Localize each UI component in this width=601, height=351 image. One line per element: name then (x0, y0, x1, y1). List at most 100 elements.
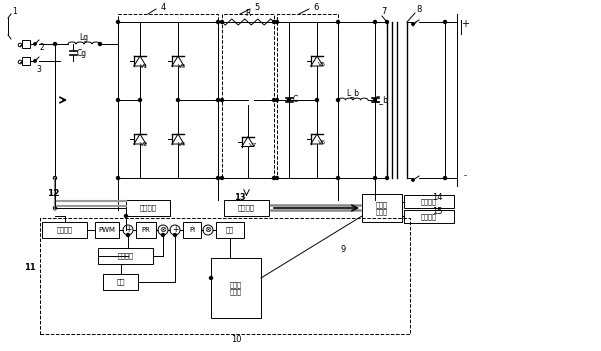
Text: 11: 11 (24, 264, 36, 272)
Text: 反馈系数: 反馈系数 (118, 253, 133, 259)
Text: 电流检测: 电流检测 (139, 205, 156, 211)
Bar (222, 14, 274, 178)
Circle shape (444, 20, 447, 24)
Text: -: - (463, 172, 466, 180)
Text: 给定: 给定 (226, 227, 234, 233)
Text: 3: 3 (36, 66, 41, 74)
Circle shape (126, 233, 129, 237)
Bar (98, 248, 153, 264)
Circle shape (221, 99, 224, 101)
Circle shape (272, 20, 275, 24)
Text: 电压检测: 电压检测 (238, 205, 255, 211)
Bar (22, 57, 30, 65)
Circle shape (216, 20, 219, 24)
Circle shape (275, 20, 278, 24)
Bar (126, 200, 170, 216)
Text: V1: V1 (140, 64, 148, 68)
Bar (362, 194, 402, 222)
Circle shape (53, 206, 56, 210)
Circle shape (53, 177, 56, 179)
Text: 15: 15 (432, 207, 442, 217)
Circle shape (337, 177, 340, 179)
Circle shape (373, 20, 376, 24)
Circle shape (287, 99, 290, 101)
Text: V3: V3 (178, 64, 186, 68)
Bar (211, 258, 261, 318)
Circle shape (272, 177, 275, 179)
Circle shape (373, 177, 376, 179)
Circle shape (210, 277, 213, 279)
Circle shape (316, 99, 319, 101)
Circle shape (117, 20, 120, 24)
Text: 锁相: 锁相 (116, 279, 125, 285)
Text: 2: 2 (40, 44, 44, 53)
Text: PWM: PWM (99, 227, 115, 233)
Circle shape (444, 177, 447, 179)
Text: PI: PI (189, 227, 195, 233)
Circle shape (373, 99, 376, 101)
Text: 电流检测: 电流检测 (421, 213, 437, 220)
Text: 14: 14 (432, 192, 442, 201)
Text: 6: 6 (313, 4, 319, 13)
Bar (183, 222, 201, 238)
Text: +: + (125, 225, 131, 234)
Circle shape (385, 177, 388, 179)
Circle shape (117, 99, 120, 101)
Circle shape (221, 20, 224, 24)
Text: 电网侧
控制器: 电网侧 控制器 (230, 281, 242, 295)
Circle shape (385, 20, 388, 24)
Text: 9: 9 (340, 245, 346, 254)
Bar (277, 14, 338, 178)
Text: 12: 12 (47, 188, 59, 198)
Text: 7: 7 (381, 7, 386, 16)
Text: PR: PR (142, 227, 150, 233)
Circle shape (53, 42, 56, 46)
Text: C: C (292, 95, 297, 105)
Text: R: R (245, 9, 251, 19)
Text: 10: 10 (231, 335, 241, 344)
Text: V6: V6 (318, 139, 326, 145)
Circle shape (124, 214, 127, 218)
Circle shape (216, 99, 219, 101)
Text: 8: 8 (416, 6, 422, 14)
Circle shape (221, 177, 224, 179)
Text: ⊗: ⊗ (159, 225, 166, 234)
Circle shape (412, 23, 414, 25)
Bar (95, 222, 119, 238)
Circle shape (138, 99, 141, 101)
Text: V2: V2 (140, 141, 148, 146)
Text: Cg: Cg (77, 48, 87, 58)
Bar (404, 195, 454, 208)
Text: C_b: C_b (375, 95, 389, 105)
Bar (136, 222, 156, 238)
Circle shape (34, 43, 36, 45)
Bar (216, 222, 244, 238)
Bar (22, 40, 30, 48)
Circle shape (34, 60, 36, 62)
Circle shape (337, 99, 340, 101)
Text: 5: 5 (254, 4, 260, 13)
Circle shape (162, 233, 165, 237)
Text: 1: 1 (13, 7, 17, 16)
Text: +: + (461, 19, 469, 29)
Text: L_b: L_b (347, 88, 359, 98)
Bar (118, 14, 218, 178)
Bar (42, 222, 87, 238)
Circle shape (216, 177, 219, 179)
Circle shape (272, 99, 275, 101)
Circle shape (412, 179, 414, 181)
Text: ⊗: ⊗ (204, 225, 212, 234)
Circle shape (337, 20, 340, 24)
Text: 电压检测: 电压检测 (56, 227, 73, 233)
Text: 4: 4 (160, 4, 166, 13)
Bar (40, 218, 410, 334)
Circle shape (174, 233, 177, 237)
Text: V7: V7 (249, 143, 257, 148)
Circle shape (275, 99, 278, 101)
Text: 13: 13 (234, 192, 246, 201)
Bar (224, 200, 269, 216)
Circle shape (275, 177, 278, 179)
Text: V5: V5 (318, 61, 326, 66)
Text: V4: V4 (178, 141, 186, 146)
Circle shape (99, 42, 102, 46)
